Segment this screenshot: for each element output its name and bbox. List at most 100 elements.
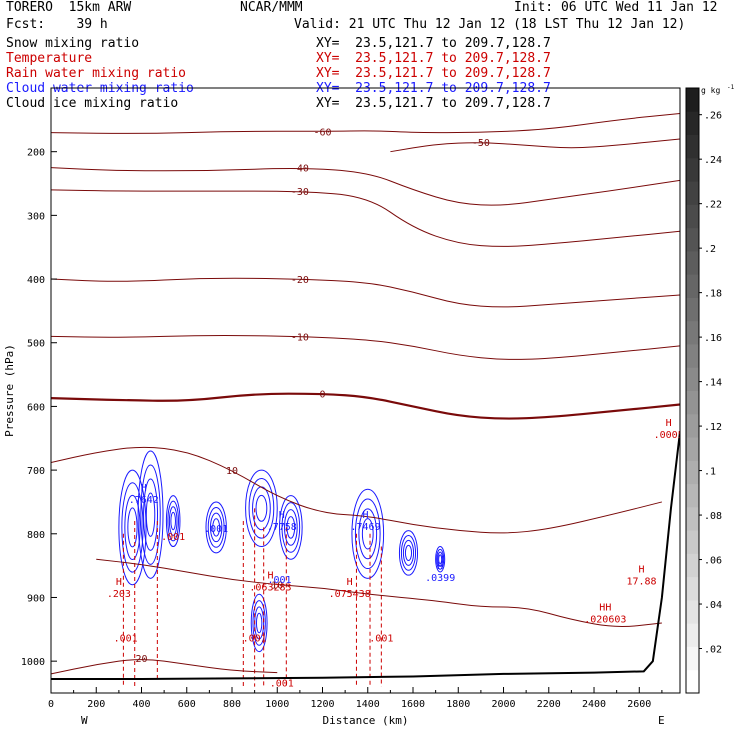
colorbar-tick-label: .02: [704, 645, 722, 656]
temperature-contour: [51, 392, 680, 420]
rain-value-label: .063283: [249, 583, 291, 594]
temperature-contour: [51, 446, 663, 534]
cloud-water-contour: [250, 593, 268, 653]
field-label-rain: Rain water mixing ratio: [6, 66, 187, 81]
cloud-water-contour: [398, 530, 419, 576]
y-tick-label: 800: [27, 530, 45, 541]
colorbar-step: [686, 576, 699, 601]
rain-max-marker: H: [267, 571, 273, 582]
cloud-water-contour: [168, 506, 178, 536]
colorbar-step: [686, 413, 699, 438]
x-tick-label: 800: [223, 699, 241, 710]
colorbar-tick-label: .1: [704, 467, 716, 478]
colorbar-tick-label: .2: [704, 244, 716, 255]
cloud-water-contour: [137, 450, 164, 579]
cloud-water-contour: [143, 478, 159, 551]
colorbar-tick-label: .18: [704, 289, 722, 300]
temperature-contour: [51, 189, 680, 247]
cloud-water-contour: [358, 508, 378, 560]
colorbar-step: [686, 483, 699, 508]
cloud-water-contour: [255, 494, 268, 522]
colorbar-step: [686, 320, 699, 345]
plot-frame: [50, 87, 681, 694]
rain-value-label: .020603: [584, 615, 626, 626]
rain-max-marker: H: [347, 577, 353, 588]
colorbar-step: [686, 506, 699, 531]
rain-value-label: .203: [107, 589, 131, 600]
temperature-contour-label: -10: [291, 332, 309, 343]
colorbar-tick-label: .14: [704, 378, 722, 389]
cloud-value-label: .001: [204, 524, 228, 535]
y-tick-label: 900: [27, 593, 45, 604]
y-axis-label: Pressure (hPa): [3, 344, 16, 437]
cloud-value-label: .001: [267, 575, 291, 586]
cloud-water-contour: [124, 494, 141, 561]
colorbar-step: [686, 623, 699, 647]
colorbar-tick-label: .12: [704, 422, 722, 433]
cloud-water-contour: [283, 509, 298, 546]
cloud-water-contour: [121, 482, 144, 573]
x-tick-label: 2400: [582, 699, 606, 710]
colorbar-step: [686, 553, 699, 578]
x-tick-label: 200: [87, 699, 105, 710]
field-xy-rain: XY= 23.5,121.7 to 209.7,128.7: [316, 66, 551, 81]
colorbar-step: [686, 88, 699, 112]
colorbar-step: [686, 343, 699, 368]
cloud-value-label: .7469: [350, 522, 380, 533]
rain-value-label: .075438: [329, 589, 371, 600]
colorbar-step: [686, 274, 699, 298]
field-label-cloud-ice: Cloud ice mixing ratio: [6, 96, 179, 111]
cloud-water-contour: [205, 501, 227, 554]
rain-value-label: .001: [243, 634, 267, 645]
rain-value-label: .001: [270, 678, 294, 689]
colorbar-tick-label: .06: [704, 556, 722, 567]
cloud-water-contour: [170, 511, 176, 531]
temperature-contour-label: 0: [319, 390, 325, 401]
x-end-label-east: E: [658, 714, 665, 727]
terrain-line: [51, 431, 680, 680]
cloud-water-contour: [209, 512, 223, 543]
temperature-contour-label: -30: [291, 187, 309, 198]
x-tick-label: 2000: [491, 699, 515, 710]
field-label-snow: Snow mixing ratio: [6, 36, 140, 51]
cloud-water-contour: [361, 518, 374, 550]
temperature-contour-label: 20: [135, 654, 147, 665]
x-tick-label: 1400: [356, 699, 380, 710]
rain-value-label: .001: [114, 634, 138, 645]
rain-max-marker: H: [116, 577, 122, 588]
temperature-contour-label: -20: [291, 275, 309, 286]
x-tick-label: 1200: [310, 699, 334, 710]
colorbar-step: [686, 134, 699, 159]
cloud-water-contour: [354, 498, 381, 570]
cloud-water-contour: [436, 548, 445, 570]
colorbar-units-exponent: -1: [727, 84, 735, 91]
colorbar-frame: [685, 87, 700, 694]
colorbar-tick-label: .22: [704, 200, 722, 211]
cloud-water-contour: [212, 518, 221, 537]
center-name: NCAR/MMM: [240, 0, 303, 15]
rain-value-label: 17.88: [626, 576, 656, 587]
model-title: TORERO 15km ARW: [6, 0, 132, 15]
x-axis-label: Distance (km): [322, 714, 408, 727]
colorbar-step: [686, 599, 699, 624]
x-tick-label: 2600: [627, 699, 651, 710]
colorbar-step: [686, 390, 699, 415]
cloud-water-contour: [207, 507, 225, 548]
field-xy-snow: XY= 23.5,121.7 to 209.7,128.7: [316, 36, 551, 51]
cloud-max-marker: H: [437, 561, 443, 572]
field-xy-temperature: XY= 23.5,121.7 to 209.7,128.7: [316, 51, 551, 66]
cloud-value-label: .7758: [267, 522, 297, 533]
y-tick-label: 500: [27, 339, 45, 350]
colorbar-step: [686, 646, 699, 671]
cloud-water-contour: [437, 551, 444, 567]
x-tick-label: 2200: [537, 699, 561, 710]
x-tick-label: 400: [132, 699, 150, 710]
temperature-contour: [51, 112, 680, 134]
temperature-contour-label: -50: [472, 138, 490, 149]
cloud-water-contour: [145, 492, 156, 537]
cloud-water-contour: [435, 546, 446, 573]
x-tick-label: 0: [48, 699, 54, 710]
y-tick-label: 700: [27, 466, 45, 477]
x-end-label-west: W: [81, 714, 88, 727]
y-tick-label: 300: [27, 211, 45, 222]
